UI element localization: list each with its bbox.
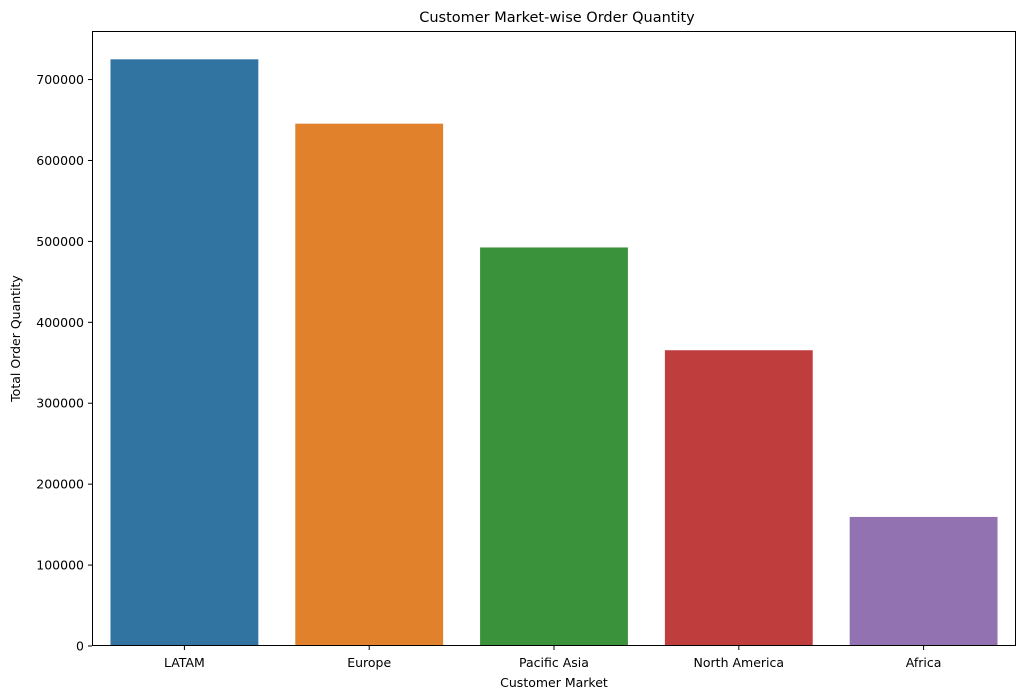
bar-north-america (664, 350, 813, 646)
x-axis-ticks: LATAM Europe Pacific Asia North America Afri… (164, 646, 941, 670)
y-axis-ticks: 0 100000 200000 300000 400000 500000 600000 700… (36, 72, 92, 654)
x-tick-label: Africa (906, 655, 942, 670)
y-axis-label: Total Order Quantity (8, 275, 23, 403)
bar-latam (110, 59, 259, 646)
x-tick-label: Europe (347, 655, 391, 670)
y-tick-label: 300000 (36, 396, 84, 411)
x-tick-label: Pacific Asia (519, 655, 589, 670)
bar-europe (295, 123, 444, 646)
plot-frame (92, 31, 1016, 646)
x-axis-label: Customer Market (500, 675, 608, 690)
bar-pacific-asia (480, 247, 628, 647)
y-tick-label: 400000 (36, 315, 84, 330)
y-tick-label: 500000 (36, 234, 84, 249)
x-tick-label: LATAM (164, 655, 205, 670)
x-tick-label: North America (694, 655, 785, 670)
y-tick-label: 600000 (36, 153, 84, 168)
y-tick-label: 0 (76, 639, 84, 654)
chart-title: Customer Market-wise Order Quantity (419, 10, 695, 26)
y-tick-label: 200000 (36, 477, 84, 492)
bar-africa (849, 516, 998, 646)
bars-group (110, 59, 998, 647)
y-tick-label: 100000 (36, 558, 84, 573)
y-tick-label: 700000 (36, 72, 84, 87)
